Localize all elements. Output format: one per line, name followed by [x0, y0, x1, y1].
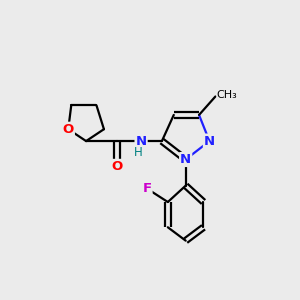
Text: O: O: [63, 123, 74, 136]
Text: N: N: [180, 153, 191, 166]
Text: N: N: [204, 135, 215, 148]
Text: CH₃: CH₃: [217, 90, 238, 100]
Text: F: F: [142, 182, 152, 195]
Text: O: O: [112, 160, 123, 173]
Text: N: N: [136, 135, 147, 148]
Text: H: H: [134, 146, 142, 159]
